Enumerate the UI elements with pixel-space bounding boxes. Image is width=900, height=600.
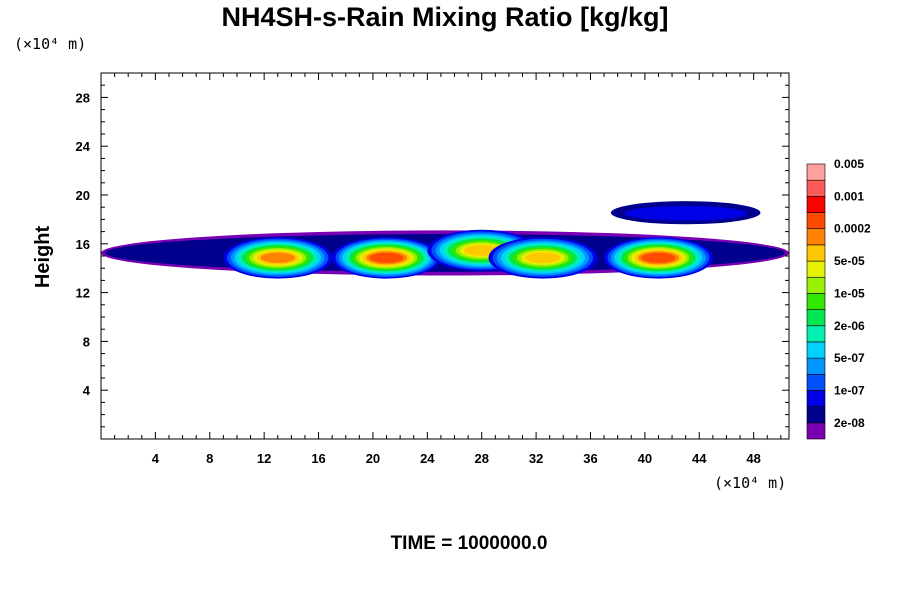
field-upper-layer-inner [624, 205, 747, 221]
colorbar-swatch [806, 228, 826, 246]
x-tick-label: 16 [311, 451, 325, 466]
colorbar-swatch [806, 390, 826, 407]
y-tick-label: 20 [76, 188, 90, 203]
colorbar: 2e-08 1e-07 5e-07 2e-06 1e-05 5e-05 0.0002 0.00… [806, 157, 871, 440]
colorbar-swatch [806, 196, 826, 213]
colorbar-swatch [806, 325, 826, 343]
x-tick-label: 28 [474, 451, 488, 466]
colorbar-label: 5e-05 [834, 254, 865, 268]
colorbar-label: 2e-08 [834, 416, 865, 430]
colorbar-swatch [806, 293, 826, 310]
y-axis-label: Height [32, 226, 54, 289]
y-tick-label: 4 [83, 383, 91, 398]
y-axis: 4 8 12 16 20 24 28 [76, 84, 789, 428]
y-tick-label: 24 [76, 139, 91, 154]
x-tick-label: 4 [152, 451, 160, 466]
colorbar-swatch [806, 244, 826, 262]
chart-title: NH4SH-s-Rain Mixing Ratio [kg/kg] [221, 2, 668, 32]
time-label: TIME = 1000000.0 [391, 533, 548, 554]
x-tick-label: 32 [529, 451, 543, 466]
colorbar-swatch [806, 276, 826, 294]
colorbar-swatch [806, 163, 826, 181]
y-tick-label: 12 [76, 286, 90, 301]
colorbar-swatch [806, 260, 826, 278]
x-tick-label: 20 [366, 451, 380, 466]
x-tick-label: 40 [638, 451, 652, 466]
colorbar-label: 0.001 [834, 189, 864, 203]
x-tick-label: 24 [420, 451, 435, 466]
colorbar-swatch [806, 373, 826, 391]
colorbar-label: 2e-06 [834, 319, 865, 333]
core-3-level-11 [525, 252, 561, 264]
y-tick-label: 8 [83, 334, 90, 349]
colorbar-swatch [806, 357, 826, 375]
colorbar-swatch [806, 341, 826, 359]
colorbar-label: 1e-07 [834, 383, 865, 397]
colorbar-label: 0.0002 [834, 222, 871, 236]
core-0-level-12 [260, 252, 296, 264]
x-tick-label: 8 [206, 451, 213, 466]
core-1-level-13 [369, 252, 404, 263]
y-tick-label: 28 [76, 90, 90, 105]
x-tick-label: 48 [746, 451, 760, 466]
colorbar-label: 1e-05 [834, 286, 865, 300]
x-unit-label: (×10⁴ m) [714, 474, 786, 492]
x-tick-label: 36 [583, 451, 597, 466]
contour-field [101, 201, 789, 279]
x-axis: 4 8 12 16 20 24 28 32 36 40 44 48 [114, 73, 782, 466]
core-4-level-13 [641, 252, 676, 263]
y-unit-label: (×10⁴ m) [14, 35, 86, 53]
colorbar-swatch [806, 309, 826, 327]
colorbar-swatch [806, 406, 826, 424]
colorbar-swatch [806, 422, 826, 440]
colorbar-label: 5e-07 [834, 351, 865, 365]
x-tick-label: 12 [257, 451, 271, 466]
y-tick-label: 16 [76, 237, 90, 252]
x-tick-label: 44 [692, 451, 707, 466]
colorbar-label: 0.005 [834, 157, 864, 171]
colorbar-swatch [806, 212, 826, 230]
colorbar-swatch [806, 179, 826, 197]
